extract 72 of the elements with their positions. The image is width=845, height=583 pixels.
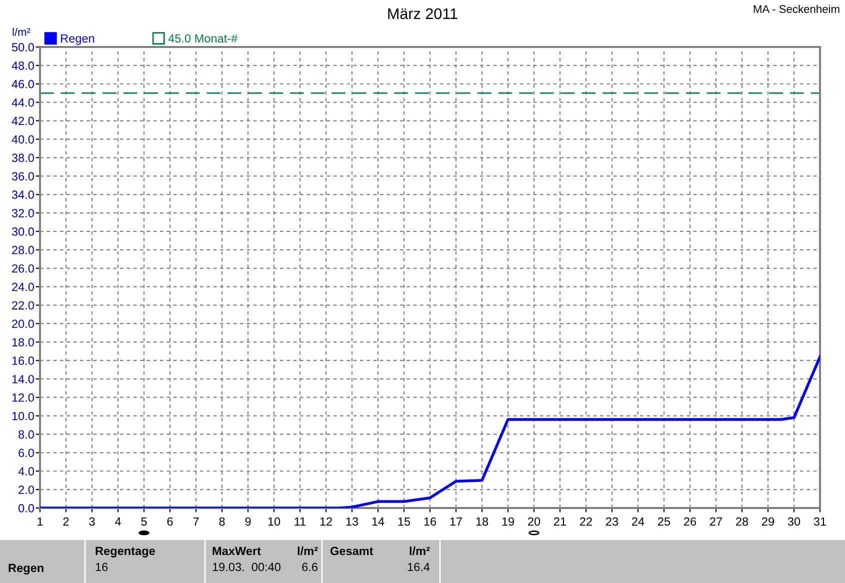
text: 6.6: [302, 562, 318, 572]
y-tick-label: 22.0: [12, 301, 34, 310]
y-tick-label: 10.0: [12, 412, 34, 420]
x-tick-label: 19: [502, 517, 514, 526]
x-tick-label: 28: [736, 517, 748, 526]
y-tick-label: 26.0: [12, 264, 34, 273]
x-tick-label: 23: [606, 517, 618, 526]
x-tick-label: 14: [372, 517, 384, 526]
y-tick-label: 30.0: [12, 227, 34, 236]
text: l/m²: [298, 546, 318, 556]
y-tick-label: 32.0: [12, 208, 34, 218]
x-tick-label: 5: [141, 517, 147, 526]
y-tick-label: 8.0: [18, 430, 34, 439]
x-tick-label: 24: [632, 517, 644, 526]
text: 16: [96, 562, 108, 572]
y-tick-label: 0.0: [18, 504, 34, 512]
y-tick-label: 18.0: [12, 338, 34, 346]
x-tick-label: 11: [294, 517, 306, 526]
text: Regen: [8, 564, 44, 574]
x-tick-label: 10: [268, 517, 280, 526]
x-tick-label: 13: [346, 517, 358, 526]
text: Regentage: [96, 546, 155, 558]
y-tick-label: 20.0: [12, 320, 34, 328]
x-tick-label: 6: [167, 517, 173, 526]
text: 16.4: [408, 562, 430, 572]
y-tick-label: 48.0: [12, 61, 34, 70]
x-tick-label: 12: [320, 517, 332, 526]
x-tick-label: 8: [219, 517, 225, 526]
y-tick-label: 12.0: [12, 393, 34, 402]
y-tick-label: 34.0: [12, 190, 34, 199]
legend-label: 45.0 Monat-#: [168, 34, 238, 43]
x-tick-label: 17: [450, 517, 462, 526]
x-tick-label: 31: [814, 517, 826, 526]
y-tick-label: 50.0: [12, 43, 34, 52]
x-tick-label: 3: [89, 517, 95, 526]
x-tick-label: 4: [114, 517, 121, 526]
y-tick-label: 14.0: [12, 374, 34, 384]
text: 19.03. 00:40: [212, 562, 280, 572]
x-tick-label: 18: [476, 517, 488, 526]
chart-title: März 2011: [388, 8, 458, 20]
y-tick-label: 6.0: [18, 448, 34, 458]
y-tick-label: 28.0: [12, 246, 34, 254]
y-tick-label: 46.0: [12, 80, 34, 88]
y-tick-label: 16.0: [12, 356, 34, 365]
text: MA - Seckenheim: [754, 4, 840, 13]
y-tick-label: 36.0: [12, 172, 34, 180]
x-tick-label: 2: [63, 517, 69, 526]
x-tick-label: 21: [554, 517, 566, 526]
x-tick-label: 7: [193, 517, 199, 526]
x-tick-label: 1: [38, 517, 43, 526]
y-tick-label: 4.0: [18, 467, 34, 476]
text: Gesamt: [330, 546, 374, 556]
y-axis-title: l/m²: [12, 28, 30, 36]
x-tick-label: 25: [658, 517, 670, 526]
x-tick-label: 15: [398, 517, 410, 526]
legend-label: Regen: [61, 34, 94, 45]
x-tick-label: 22: [580, 517, 592, 526]
x-tick-label: 9: [245, 517, 251, 526]
text: MaxWert: [212, 546, 261, 556]
y-tick-label: 40.0: [12, 135, 34, 144]
x-tick-label: 30: [788, 517, 800, 526]
text: l/m²: [410, 546, 430, 556]
x-tick-label: 27: [710, 517, 722, 526]
x-tick-label: 26: [684, 517, 696, 526]
y-tick-label: 44.0: [12, 98, 34, 107]
y-tick-label: 42.0: [12, 116, 34, 126]
y-tick-label: 38.0: [12, 154, 34, 162]
x-tick-label: 29: [762, 517, 774, 526]
x-tick-label: 20: [528, 517, 540, 526]
y-tick-label: 2.0: [18, 486, 34, 494]
x-tick-label: 16: [424, 517, 436, 526]
y-tick-label: 24.0: [12, 282, 34, 292]
